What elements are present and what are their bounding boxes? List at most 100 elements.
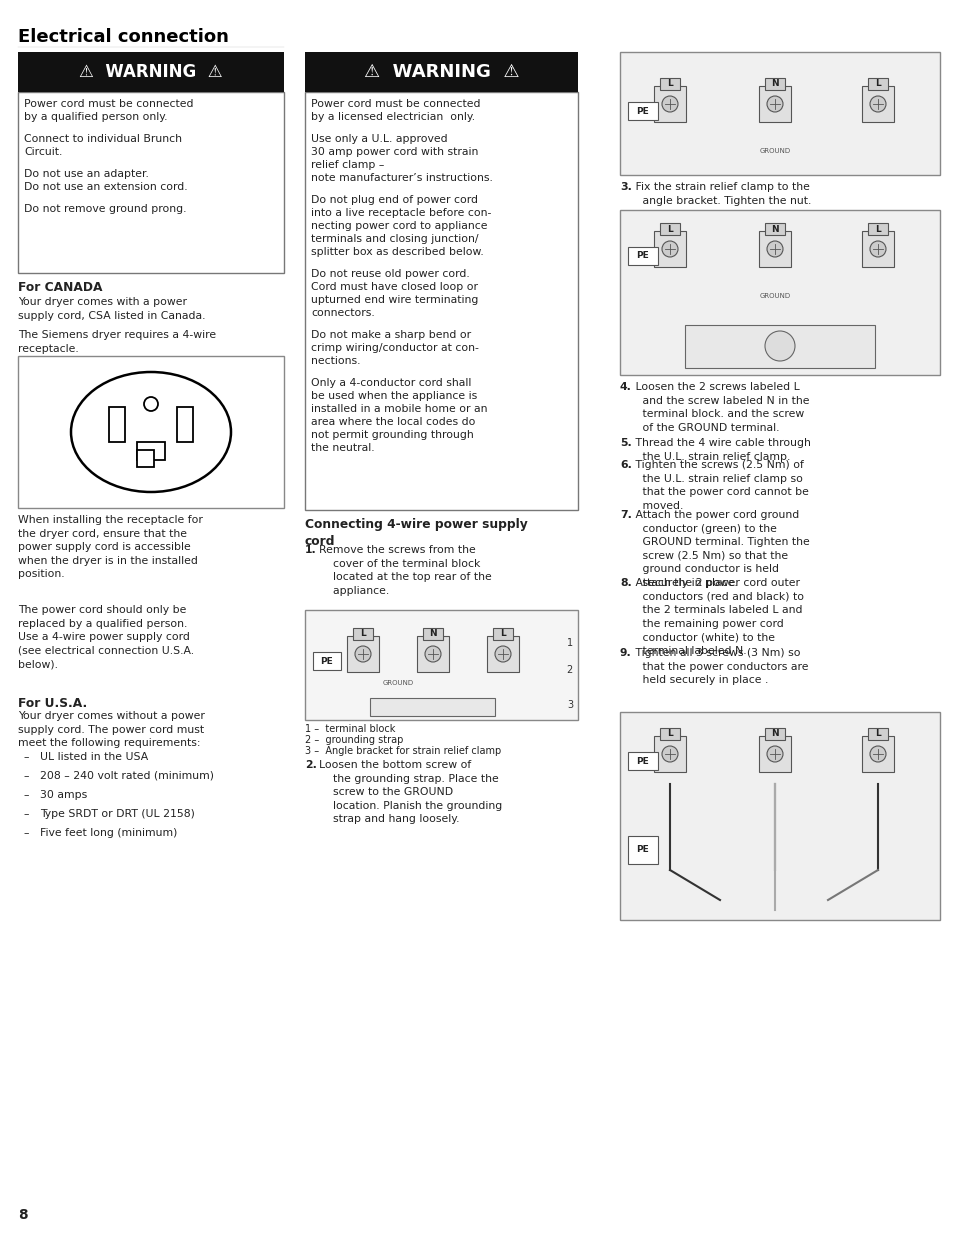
Bar bbox=[305, 91, 578, 510]
Circle shape bbox=[495, 646, 511, 662]
Text: Your dryer comes without a power
supply cord. The power cord must
meet the follo: Your dryer comes without a power supply … bbox=[18, 711, 205, 748]
Text: GROUND: GROUND bbox=[759, 293, 790, 299]
Circle shape bbox=[766, 96, 782, 112]
Text: installed in a mobile home or an: installed in a mobile home or an bbox=[311, 404, 487, 414]
Text: connectors.: connectors. bbox=[311, 308, 375, 317]
Text: 30 amps: 30 amps bbox=[40, 790, 87, 800]
Text: GROUND: GROUND bbox=[382, 680, 414, 685]
Text: 2 –  grounding strap: 2 – grounding strap bbox=[305, 735, 403, 745]
Bar bbox=[422, 629, 442, 640]
Text: not permit grounding through: not permit grounding through bbox=[311, 430, 474, 440]
Bar bbox=[654, 736, 685, 772]
Circle shape bbox=[764, 331, 794, 361]
Bar bbox=[759, 86, 790, 122]
Circle shape bbox=[661, 746, 678, 762]
Bar bbox=[18, 356, 284, 508]
Text: Fix the strain relief clamp to the
   angle bracket. Tighten the nut.: Fix the strain relief clamp to the angle… bbox=[631, 182, 810, 205]
Bar bbox=[867, 78, 887, 90]
Bar bbox=[619, 210, 939, 375]
Text: Do not use an adapter.: Do not use an adapter. bbox=[24, 169, 149, 179]
Text: L: L bbox=[874, 225, 880, 233]
Text: 3 –  Angle bracket for strain relief clamp: 3 – Angle bracket for strain relief clam… bbox=[305, 746, 500, 756]
Bar bbox=[867, 727, 887, 740]
Text: PE: PE bbox=[636, 252, 649, 261]
Text: relief clamp –: relief clamp – bbox=[311, 161, 384, 170]
Bar bbox=[416, 636, 449, 672]
Text: upturned end wire terminating: upturned end wire terminating bbox=[311, 295, 477, 305]
Bar bbox=[627, 247, 658, 266]
Text: crimp wiring/conductor at con-: crimp wiring/conductor at con- bbox=[311, 343, 478, 353]
Text: nections.: nections. bbox=[311, 356, 360, 366]
Text: Tighten all 3 screws (3 Nm) so
   that the power conductors are
   held securely: Tighten all 3 screws (3 Nm) so that the … bbox=[631, 648, 807, 685]
Bar bbox=[659, 224, 679, 235]
Bar bbox=[486, 636, 518, 672]
Text: 8: 8 bbox=[18, 1208, 28, 1221]
Text: by a qualified person only.: by a qualified person only. bbox=[24, 112, 168, 122]
Text: 3.: 3. bbox=[619, 182, 631, 191]
Text: 1 –  terminal block: 1 – terminal block bbox=[305, 724, 395, 734]
Bar bbox=[18, 52, 284, 91]
Text: L: L bbox=[666, 225, 672, 233]
Bar bbox=[867, 224, 887, 235]
Text: For CANADA: For CANADA bbox=[18, 282, 102, 294]
Text: 2: 2 bbox=[566, 664, 573, 676]
Bar bbox=[654, 86, 685, 122]
Bar bbox=[764, 78, 784, 90]
Bar bbox=[659, 727, 679, 740]
Bar bbox=[177, 408, 193, 442]
Text: 7.: 7. bbox=[619, 510, 631, 520]
Text: into a live receptacle before con-: into a live receptacle before con- bbox=[311, 207, 491, 219]
Text: Thread the 4 wire cable through
   the U.L. strain relief clamp.: Thread the 4 wire cable through the U.L.… bbox=[631, 438, 810, 462]
Text: terminals and closing junction/: terminals and closing junction/ bbox=[311, 233, 478, 245]
Text: The Siemens dryer requires a 4-wire
receptacle.: The Siemens dryer requires a 4-wire rece… bbox=[18, 330, 216, 353]
Text: 1: 1 bbox=[566, 638, 573, 648]
Text: Do not reuse old power cord.: Do not reuse old power cord. bbox=[311, 269, 469, 279]
Text: –: – bbox=[23, 809, 29, 819]
Bar bbox=[370, 698, 495, 716]
Text: Attach the power cord ground
   conductor (green) to the
   GROUND terminal. Tig: Attach the power cord ground conductor (… bbox=[631, 510, 809, 588]
Text: Only a 4-conductor cord shall: Only a 4-conductor cord shall bbox=[311, 378, 471, 388]
Text: ⚠  WARNING  ⚠: ⚠ WARNING ⚠ bbox=[363, 63, 518, 82]
Text: Loosen the 2 screws labeled L
   and the screw labeled N in the
   terminal bloc: Loosen the 2 screws labeled L and the sc… bbox=[631, 382, 809, 432]
Text: 30 amp power cord with strain: 30 amp power cord with strain bbox=[311, 147, 477, 157]
Circle shape bbox=[869, 241, 885, 257]
Bar bbox=[654, 231, 685, 267]
Bar bbox=[759, 736, 790, 772]
Text: Connecting 4-wire power supply
cord: Connecting 4-wire power supply cord bbox=[305, 517, 527, 548]
Circle shape bbox=[424, 646, 440, 662]
Text: –: – bbox=[23, 827, 29, 839]
Bar bbox=[137, 442, 165, 459]
Bar bbox=[627, 752, 658, 769]
Text: UL listed in the USA: UL listed in the USA bbox=[40, 752, 148, 762]
Text: PE: PE bbox=[320, 657, 333, 666]
Circle shape bbox=[661, 241, 678, 257]
Text: area where the local codes do: area where the local codes do bbox=[311, 417, 475, 427]
Text: GROUND: GROUND bbox=[759, 148, 790, 154]
Text: Type SRDT or DRT (UL 2158): Type SRDT or DRT (UL 2158) bbox=[40, 809, 194, 819]
Text: ⚠  WARNING  ⚠: ⚠ WARNING ⚠ bbox=[79, 63, 223, 82]
Text: For U.S.A.: For U.S.A. bbox=[18, 697, 87, 710]
Text: Circuit.: Circuit. bbox=[24, 147, 62, 157]
Text: necting power cord to appliance: necting power cord to appliance bbox=[311, 221, 487, 231]
Text: L: L bbox=[874, 79, 880, 89]
Bar bbox=[347, 636, 378, 672]
Bar bbox=[619, 713, 939, 920]
Bar bbox=[137, 450, 153, 467]
Bar bbox=[862, 231, 893, 267]
Text: Power cord must be connected: Power cord must be connected bbox=[311, 99, 480, 109]
Text: PE: PE bbox=[636, 846, 649, 855]
Text: L: L bbox=[499, 630, 505, 638]
Text: PE: PE bbox=[636, 106, 649, 116]
Text: the neutral.: the neutral. bbox=[311, 443, 375, 453]
Text: Remove the screws from the
    cover of the terminal block
    located at the to: Remove the screws from the cover of the … bbox=[318, 545, 491, 595]
Text: L: L bbox=[359, 630, 366, 638]
Text: Tighten the screws (2.5 Nm) of
   the U.L. strain relief clamp so
   that the po: Tighten the screws (2.5 Nm) of the U.L. … bbox=[631, 459, 808, 511]
Text: by a licensed electrician  only.: by a licensed electrician only. bbox=[311, 112, 475, 122]
Bar bbox=[353, 629, 373, 640]
Bar bbox=[18, 91, 284, 273]
Circle shape bbox=[766, 746, 782, 762]
Text: L: L bbox=[874, 730, 880, 739]
Text: 4.: 4. bbox=[619, 382, 631, 391]
Text: 1.: 1. bbox=[305, 545, 316, 555]
Text: splitter box as described below.: splitter box as described below. bbox=[311, 247, 483, 257]
